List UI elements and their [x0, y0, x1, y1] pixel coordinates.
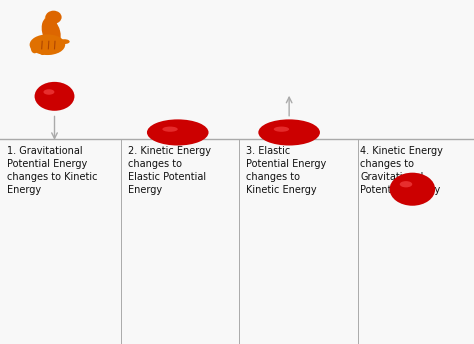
- Ellipse shape: [37, 84, 72, 109]
- Ellipse shape: [35, 82, 74, 111]
- Ellipse shape: [147, 119, 209, 146]
- Ellipse shape: [162, 127, 178, 132]
- Text: 3. Elastic
Potential Energy
changes to
Kinetic Energy: 3. Elastic Potential Energy changes to K…: [246, 146, 327, 195]
- Text: 4. Kinetic Energy
changes to
Gravitational
Potential Energy: 4. Kinetic Energy changes to Gravitation…: [360, 146, 443, 195]
- Ellipse shape: [391, 173, 434, 205]
- Ellipse shape: [390, 173, 435, 206]
- Ellipse shape: [44, 89, 55, 95]
- Ellipse shape: [274, 127, 289, 132]
- Text: 1. Gravitational
Potential Energy
changes to Kinetic
Energy: 1. Gravitational Potential Energy change…: [7, 146, 98, 195]
- Ellipse shape: [392, 175, 432, 204]
- Ellipse shape: [39, 45, 46, 55]
- Ellipse shape: [393, 175, 431, 203]
- Ellipse shape: [395, 177, 429, 202]
- Ellipse shape: [29, 34, 65, 55]
- Ellipse shape: [35, 82, 74, 111]
- Text: 2. Kinetic Energy
changes to
Elastic Potential
Energy: 2. Kinetic Energy changes to Elastic Pot…: [128, 146, 211, 195]
- Ellipse shape: [258, 119, 320, 146]
- Ellipse shape: [38, 84, 71, 108]
- Ellipse shape: [40, 86, 69, 107]
- Ellipse shape: [400, 181, 412, 187]
- Ellipse shape: [47, 44, 55, 54]
- Ellipse shape: [41, 86, 68, 106]
- Ellipse shape: [392, 174, 433, 204]
- Ellipse shape: [46, 11, 62, 24]
- Ellipse shape: [396, 178, 428, 201]
- Ellipse shape: [31, 43, 38, 53]
- Ellipse shape: [390, 173, 435, 206]
- Ellipse shape: [39, 85, 70, 108]
- Ellipse shape: [394, 176, 430, 202]
- Ellipse shape: [42, 18, 61, 46]
- Ellipse shape: [59, 39, 70, 44]
- Ellipse shape: [45, 12, 58, 27]
- Ellipse shape: [36, 83, 73, 109]
- Ellipse shape: [36, 83, 73, 110]
- Ellipse shape: [54, 42, 62, 52]
